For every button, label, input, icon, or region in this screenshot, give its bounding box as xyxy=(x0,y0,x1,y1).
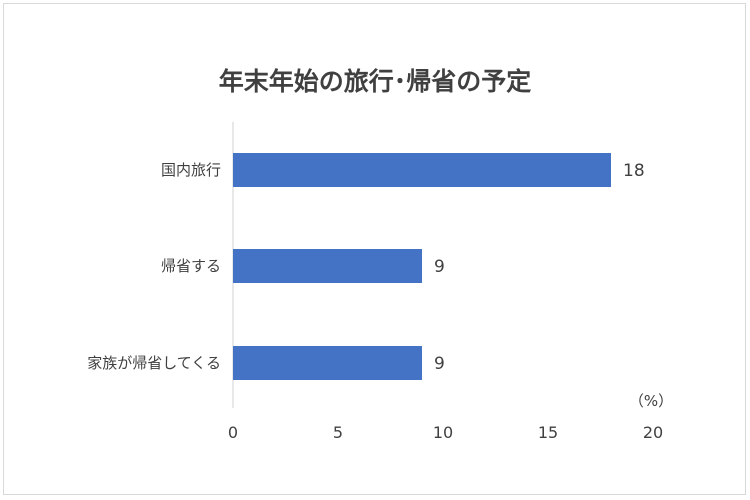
x-tick-label-3: 10 xyxy=(433,423,453,442)
category-label-3: 家族が帰省してくる xyxy=(87,354,221,372)
x-tick-label-4: 15 xyxy=(538,423,558,442)
chart-title: 年末年始の旅行･帰省の予定 xyxy=(218,67,532,96)
data-label-3: 9 xyxy=(434,354,445,374)
data-label-1: 18 xyxy=(623,161,645,181)
category-label-2: 帰省する xyxy=(161,257,221,275)
category-label-1: 国内旅行 xyxy=(161,161,221,179)
bar-1 xyxy=(233,153,611,187)
bar-3 xyxy=(233,346,422,380)
x-tick-label-1: 0 xyxy=(228,423,238,442)
unit-label: （%） xyxy=(629,392,673,410)
x-tick-label-5: 20 xyxy=(643,423,663,442)
x-tick-label-2: 5 xyxy=(333,423,343,442)
bar-2 xyxy=(233,249,422,283)
data-label-2: 9 xyxy=(434,257,445,277)
